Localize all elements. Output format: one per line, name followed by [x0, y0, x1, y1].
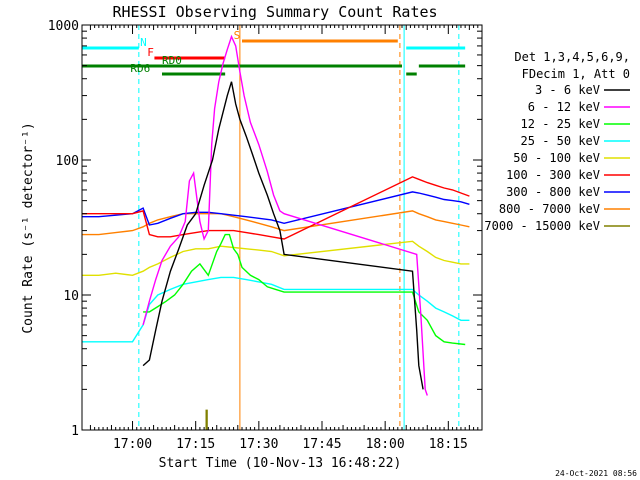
series-line-6to12keV — [142, 34, 428, 396]
x-tick-label-2: 17:15 — [176, 437, 215, 452]
y-tick-label-2: 10 — [63, 289, 79, 304]
x-axis-label: Start Time (10-Nov-13 16:48:22) — [159, 456, 402, 471]
series-line-12to25keV — [143, 233, 466, 346]
series-line-300to800keV — [82, 191, 470, 226]
legend-label-3: 12 - 25 keV — [521, 117, 600, 131]
series-line-3to6keV — [142, 81, 424, 390]
legend-header-line-2: FDecim 1, Att 0 — [522, 67, 630, 81]
series-line-50to100keV — [82, 240, 470, 277]
chart-title: RHESSI Observing Summary Count Rates — [112, 3, 437, 21]
flag-label-rd6: RD6 — [130, 62, 150, 75]
y-tick-label-3: 100 — [56, 154, 79, 169]
legend-label-5: 50 - 100 keV — [513, 151, 600, 165]
plot-frame — [81, 24, 483, 431]
legend-header-line-1: Det 1,3,4,5,6,9, — [514, 50, 630, 64]
series-line-7000to15000keV — [205, 409, 208, 430]
legend-label-9: 7000 - 15000 keV — [484, 219, 600, 233]
y-axis-label: Count Rate (s⁻¹ detector⁻¹) — [21, 122, 36, 333]
y-tick-label-4: 1000 — [48, 19, 79, 34]
timestamp: 24-Oct-2021 08:56 — [555, 469, 637, 478]
legend-label-1: 3 - 6 keV — [535, 83, 600, 97]
plot-area: NF RD0 RD6 S — [82, 25, 470, 430]
x-tick-label-4: 17:45 — [302, 437, 341, 452]
legend: Det 1,3,4,5,6,9, FDecim 1, Att 0 3 - 6 k… — [484, 50, 630, 233]
legend-label-2: 6 - 12 keV — [528, 100, 600, 114]
axes: 1 10 100 1000 17:00 17:15 17:30 17:45 18:00 18:15 — [48, 19, 482, 452]
series-line-25to50keV — [82, 276, 470, 343]
legend-label-6: 100 - 300 keV — [506, 168, 600, 182]
x-tick-label-3: 17:30 — [239, 437, 278, 452]
flag-label-n: N — [140, 36, 147, 49]
x-tick-label-5: 18:00 — [366, 437, 405, 452]
flag-label-rd0: RD0 — [162, 54, 182, 67]
x-tick-label-1: 17:00 — [113, 437, 152, 452]
legend-label-4: 25 - 50 keV — [521, 134, 600, 148]
series-line-100to300keV — [82, 176, 470, 240]
flag-label-f: F — [147, 46, 154, 59]
series-line-800to7000keV — [82, 210, 470, 236]
x-tick-label-6: 18:15 — [429, 437, 468, 452]
flag-label-s: S — [234, 29, 241, 42]
legend-label-8: 800 - 7000 keV — [499, 202, 600, 216]
y-tick-label-1: 1 — [71, 424, 79, 439]
legend-label-7: 300 - 800 keV — [506, 185, 600, 199]
